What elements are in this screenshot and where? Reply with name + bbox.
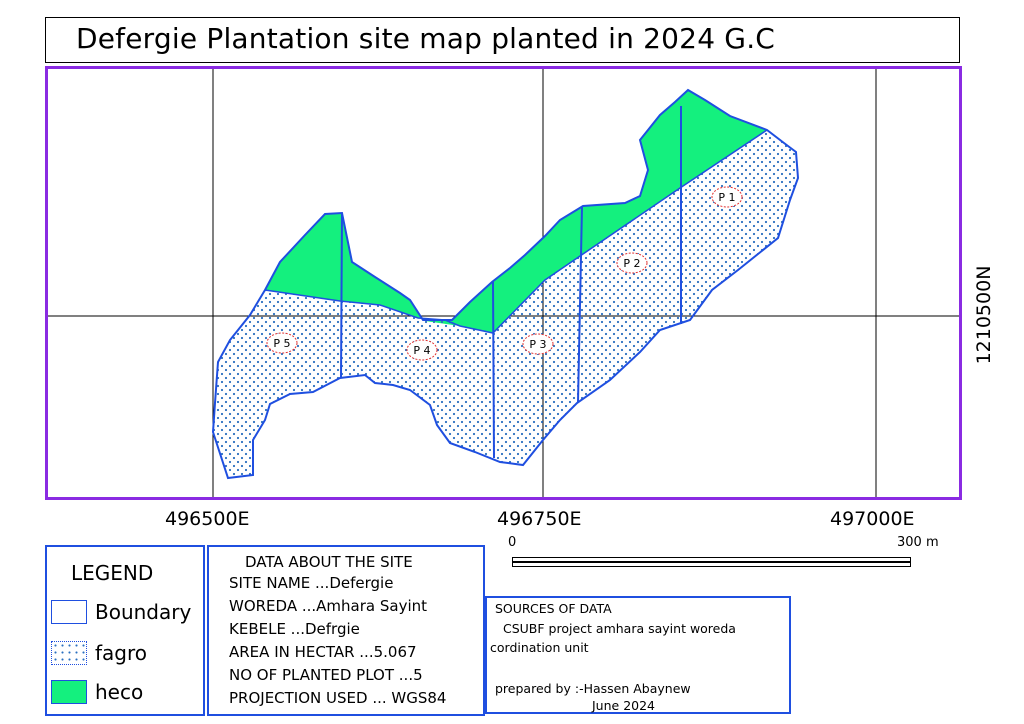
legend-title: LEGEND bbox=[71, 561, 154, 585]
legend-label-heco: heco bbox=[95, 680, 144, 704]
svg-text:P 2: P 2 bbox=[623, 257, 640, 270]
prepared-date: June 2024 bbox=[592, 698, 656, 713]
sources-panel: SOURCES OF DATA CSUBF project amhara say… bbox=[485, 596, 791, 714]
map-title-box: Defergie Plantation site map planted in … bbox=[45, 17, 960, 63]
projection-line: PROJECTION USED ... WGS84 bbox=[229, 689, 447, 707]
northing-label-1: 1210500N bbox=[973, 265, 995, 365]
plot-label-p5: P 5 bbox=[266, 332, 298, 354]
scale-bar bbox=[512, 557, 911, 567]
plot-divider-p5-p4 bbox=[340, 212, 343, 379]
easting-label-1: 496500E bbox=[165, 508, 250, 530]
map-frame: P 1 P 2 P 3 P 4 P 5 bbox=[45, 66, 962, 500]
svg-text:P 5: P 5 bbox=[273, 337, 290, 350]
boundary-swatch-icon bbox=[51, 600, 87, 624]
sources-line-2: cordination unit bbox=[490, 640, 589, 655]
scale-bar-line bbox=[513, 561, 910, 563]
svg-text:P 4: P 4 bbox=[413, 344, 430, 357]
green-swatch-icon bbox=[51, 680, 87, 704]
site-boundary bbox=[211, 88, 800, 480]
svg-text:P 3: P 3 bbox=[529, 338, 546, 351]
heco-fagro-boundary bbox=[264, 129, 768, 334]
plot-label-p3: P 3 bbox=[522, 333, 554, 355]
easting-label-3: 497000E bbox=[830, 508, 915, 530]
legend-item-boundary: Boundary bbox=[51, 599, 191, 625]
plot-divider-p3-p2 bbox=[577, 206, 583, 403]
easting-label-2: 496750E bbox=[497, 508, 582, 530]
prepared-by: prepared by :-Hassen Abaynew bbox=[495, 681, 691, 696]
svg-text:P 1: P 1 bbox=[718, 191, 735, 204]
sources-title: SOURCES OF DATA bbox=[495, 601, 612, 616]
legend-item-heco: heco bbox=[51, 679, 143, 705]
map-title: Defergie Plantation site map planted in … bbox=[76, 22, 776, 55]
woreda-line: WOREDA ...Amhara Sayint bbox=[229, 597, 428, 615]
plot-label-p4: P 4 bbox=[406, 339, 438, 361]
fagro-area bbox=[213, 130, 798, 478]
area-line: AREA IN HECTAR ...5.067 bbox=[229, 643, 417, 661]
legend-label-fagro: fagro bbox=[95, 641, 148, 665]
scale-start-label: 0 bbox=[508, 535, 517, 550]
site-name-line: SITE NAME ...Defergie bbox=[229, 574, 394, 592]
sources-line-1: CSUBF project amhara sayint woreda bbox=[503, 621, 736, 636]
dotted-swatch-icon bbox=[51, 641, 87, 665]
scale-end-label: 300 m bbox=[897, 535, 939, 550]
legend-label-boundary: Boundary bbox=[95, 600, 192, 624]
kebele-line: KEBELE ...Defrgie bbox=[229, 620, 360, 638]
site-data-panel: DATA ABOUT THE SITE SITE NAME ...Defergi… bbox=[207, 545, 485, 716]
map-canvas: P 1 P 2 P 3 P 4 P 5 bbox=[48, 69, 959, 497]
plot-divider-p4-p3 bbox=[492, 281, 495, 459]
legend-item-fagro: fagro bbox=[51, 640, 147, 666]
plot-label-p1: P 1 bbox=[711, 186, 743, 208]
site-data-title: DATA ABOUT THE SITE bbox=[245, 553, 413, 571]
planted-plot-line: NO OF PLANTED PLOT ...5 bbox=[229, 666, 423, 684]
plot-label-p2: P 2 bbox=[616, 252, 648, 274]
